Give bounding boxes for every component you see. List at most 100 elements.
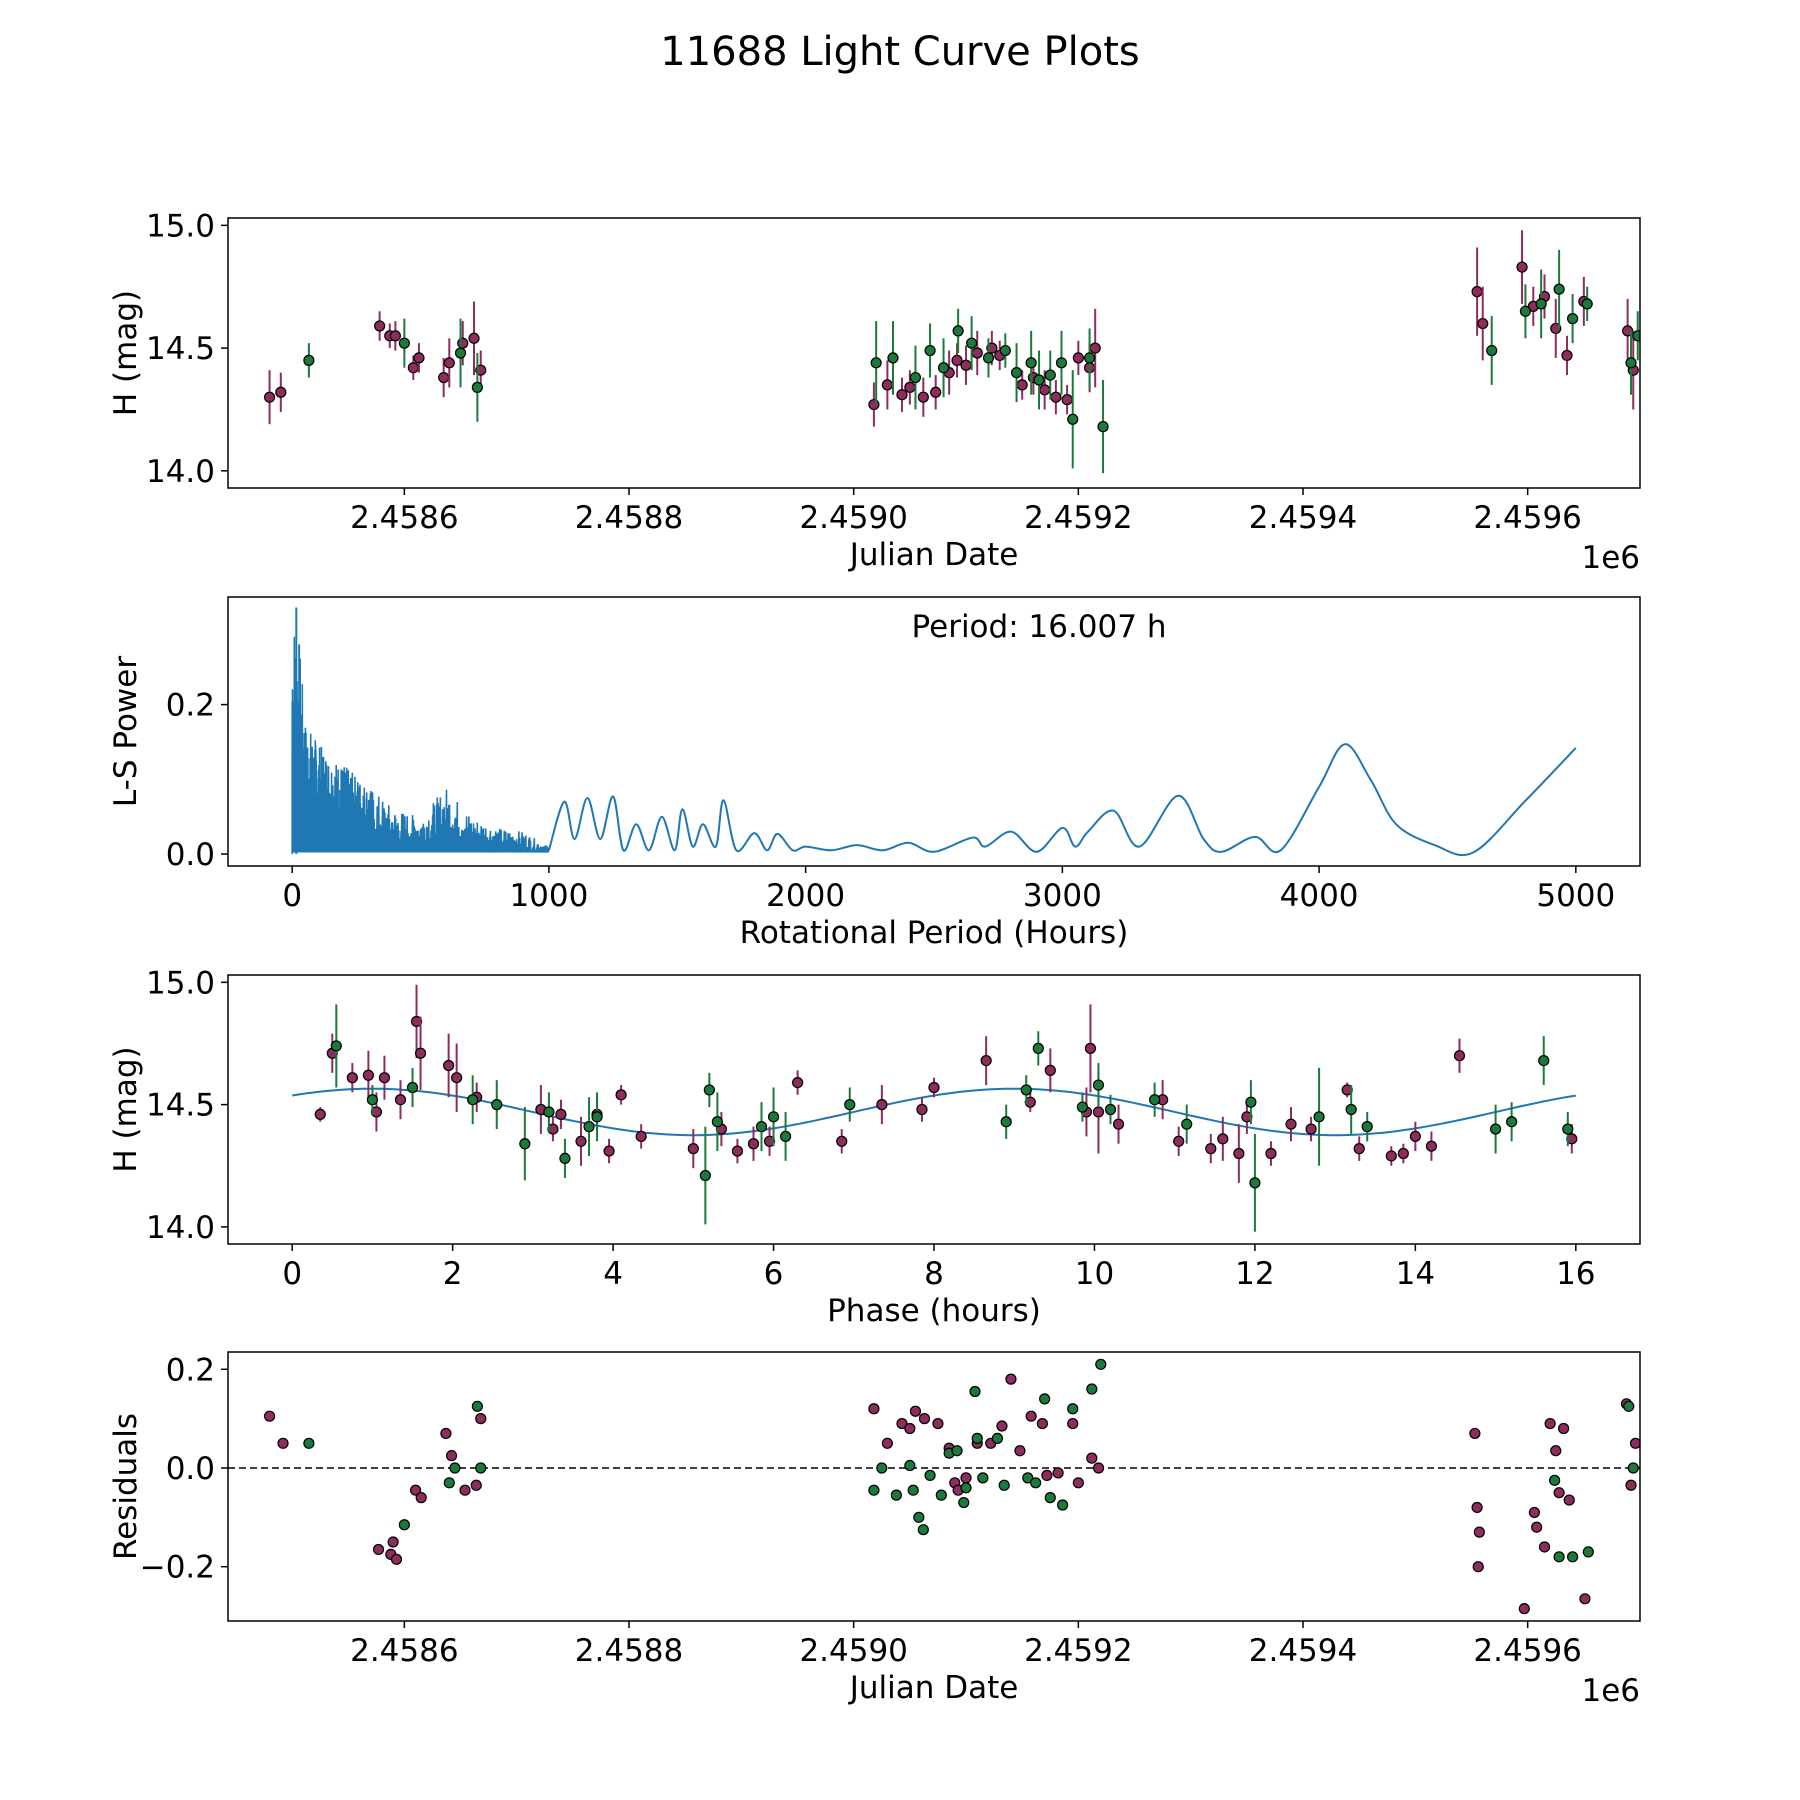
data-point <box>475 1462 487 1474</box>
panel-residuals: 2.4586 2.4588 2.4590 2.4592 2.4594 2.4596 −0.2… <box>108 1351 1641 1709</box>
data-point <box>362 1069 374 1081</box>
x-tick-label: 5000 <box>1536 878 1615 914</box>
y-tick-label: 15.0 <box>146 208 215 244</box>
data-point <box>1518 1603 1530 1615</box>
x-tick-label: 3000 <box>1023 878 1102 914</box>
data-point <box>559 1152 571 1165</box>
data-point <box>491 1099 503 1111</box>
data-point <box>603 1145 615 1157</box>
panel-periodogram: 0 1000 2000 3000 4000 5000 0.0 0.2 Rotational Pe… <box>108 596 1641 951</box>
data-point <box>1531 1521 1543 1533</box>
data-point <box>1173 1135 1185 1147</box>
data-point <box>1538 1541 1551 1553</box>
data-point <box>1469 1427 1481 1440</box>
plot-area <box>228 1358 1640 1615</box>
data-point <box>1353 1143 1365 1155</box>
data-point <box>575 1135 587 1147</box>
data-point <box>1632 330 1640 342</box>
data-point <box>909 371 922 384</box>
data-point <box>390 1553 403 1565</box>
data-point <box>1553 283 1565 295</box>
data-point <box>779 1130 792 1143</box>
data-point <box>998 1479 1010 1491</box>
y-axis-label: H (mag) <box>108 290 144 416</box>
plot-area <box>292 984 1578 1232</box>
data-point <box>374 320 386 332</box>
data-point <box>1562 1123 1574 1135</box>
data-point <box>1561 349 1573 362</box>
data-point <box>1579 1593 1591 1605</box>
data-point <box>1052 1467 1064 1479</box>
y-tick-label: 0.0 <box>166 837 215 873</box>
y-tick-label: 14.5 <box>146 1088 215 1124</box>
x-tick-label: 2000 <box>766 878 845 914</box>
data-point <box>409 1484 422 1496</box>
data-point <box>366 1094 379 1106</box>
data-point <box>916 1103 928 1116</box>
data-point <box>1072 1477 1084 1489</box>
data-point <box>1014 1445 1026 1457</box>
y-tick-label: 14.0 <box>146 1210 215 1246</box>
data-point <box>1361 1121 1373 1133</box>
data-point <box>389 330 401 342</box>
y-axis-label: H (mag) <box>108 1046 144 1172</box>
data-point <box>887 352 899 364</box>
plot-area <box>263 230 1640 474</box>
x-tick-label: 2.4594 <box>1249 500 1357 536</box>
data-point <box>792 1076 804 1089</box>
data-point <box>1016 379 1028 391</box>
data-point <box>1550 1445 1562 1457</box>
data-point <box>1067 413 1079 425</box>
data-point <box>917 1524 929 1536</box>
data-point <box>1092 1106 1105 1118</box>
data-point <box>555 1108 567 1120</box>
data-point <box>1473 1526 1485 1538</box>
data-point <box>918 1413 931 1425</box>
data-point <box>1055 357 1068 369</box>
y-tick-label: −0.2 <box>140 1550 215 1586</box>
period-annotation: Period: 16.007 h <box>912 609 1167 645</box>
data-point <box>314 1108 326 1120</box>
data-point <box>1036 1417 1048 1430</box>
data-point <box>1030 1477 1042 1489</box>
data-point <box>1625 1479 1637 1491</box>
data-point <box>870 357 882 369</box>
data-point <box>924 1469 936 1481</box>
data-point <box>1409 1130 1421 1143</box>
y-tick-label: 15.0 <box>146 965 215 1001</box>
data-point <box>1072 352 1084 364</box>
data-point <box>896 389 908 401</box>
data-point <box>1581 298 1593 310</box>
x-tick-label: 8 <box>924 1256 944 1292</box>
data-point <box>1582 1546 1594 1558</box>
data-point <box>1025 1410 1037 1422</box>
data-point <box>583 1121 595 1133</box>
y-axis-label: Residuals <box>108 1413 144 1560</box>
data-point <box>1067 1403 1079 1415</box>
data-point <box>459 1484 471 1496</box>
plot-area <box>291 607 1577 857</box>
data-point <box>991 1432 1004 1444</box>
y-tick-label: 0.2 <box>166 1352 215 1388</box>
data-point <box>440 1427 452 1440</box>
x-tick-label: 2.4592 <box>1024 500 1132 536</box>
data-point <box>1112 1118 1125 1130</box>
data-point <box>1025 357 1037 369</box>
data-point <box>1567 1551 1579 1563</box>
data-point <box>398 337 410 349</box>
x-tick-label: 2.4596 <box>1473 500 1581 536</box>
data-point <box>1092 1462 1105 1474</box>
data-point <box>1506 1116 1518 1128</box>
data-point <box>475 1413 487 1425</box>
data-point <box>868 1484 880 1496</box>
data-point <box>747 1138 760 1150</box>
data-point <box>303 1437 315 1449</box>
data-point <box>687 1143 699 1155</box>
x-axis-label: Julian Date <box>848 1670 1019 1706</box>
data-point <box>468 332 480 344</box>
x-tick-label: 6 <box>764 1256 784 1292</box>
data-point <box>387 1536 399 1548</box>
data-point <box>615 1089 627 1101</box>
x-tick-label: 2.4596 <box>1473 1633 1581 1669</box>
